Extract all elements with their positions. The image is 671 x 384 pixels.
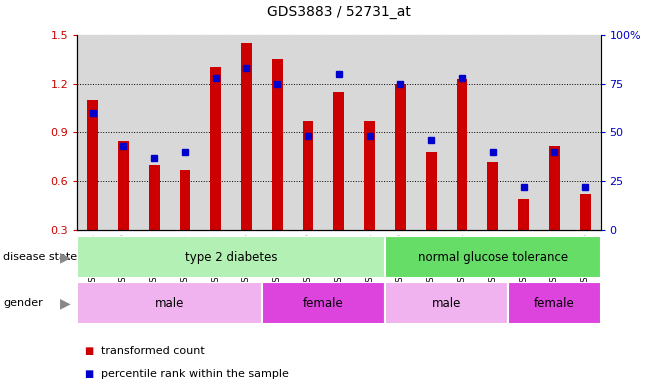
Bar xyxy=(118,141,129,230)
Bar xyxy=(272,59,282,230)
Bar xyxy=(303,121,313,230)
Text: GDS3883 / 52731_at: GDS3883 / 52731_at xyxy=(267,5,411,19)
Bar xyxy=(508,282,601,324)
Text: transformed count: transformed count xyxy=(101,346,205,356)
Bar xyxy=(364,121,375,230)
Bar xyxy=(262,35,293,230)
Text: ▶: ▶ xyxy=(60,250,70,264)
Text: gender: gender xyxy=(3,298,43,308)
Bar xyxy=(447,35,477,230)
Text: female: female xyxy=(303,297,344,310)
Bar xyxy=(139,35,170,230)
Text: female: female xyxy=(534,297,575,310)
Bar xyxy=(180,170,191,230)
Bar xyxy=(426,152,437,230)
Bar xyxy=(323,35,354,230)
Text: male: male xyxy=(432,297,461,310)
Bar xyxy=(210,67,221,230)
Text: type 2 diabetes: type 2 diabetes xyxy=(185,251,277,264)
Bar xyxy=(385,236,601,278)
Bar xyxy=(149,165,160,230)
Bar xyxy=(170,35,201,230)
Bar xyxy=(456,79,468,230)
Bar xyxy=(518,199,529,230)
Bar xyxy=(77,236,385,278)
Text: ■: ■ xyxy=(84,369,93,379)
Bar xyxy=(77,35,108,230)
Text: percentile rank within the sample: percentile rank within the sample xyxy=(101,369,289,379)
Bar xyxy=(385,35,416,230)
Bar xyxy=(241,43,252,230)
Bar xyxy=(508,35,539,230)
Bar xyxy=(487,162,498,230)
Bar xyxy=(231,35,262,230)
Bar xyxy=(354,35,385,230)
Text: normal glucose tolerance: normal glucose tolerance xyxy=(418,251,568,264)
Bar xyxy=(293,35,323,230)
Bar xyxy=(77,282,262,324)
Bar xyxy=(87,100,98,230)
Text: ▶: ▶ xyxy=(60,296,70,310)
Bar xyxy=(395,84,406,230)
Bar xyxy=(539,35,570,230)
Bar xyxy=(570,35,601,230)
Bar xyxy=(262,282,385,324)
Bar xyxy=(580,194,590,230)
Bar xyxy=(385,282,508,324)
Bar xyxy=(333,92,344,230)
Text: male: male xyxy=(155,297,185,310)
Bar xyxy=(549,146,560,230)
Bar xyxy=(477,35,508,230)
Bar xyxy=(108,35,139,230)
Text: disease state: disease state xyxy=(3,252,77,262)
Text: ■: ■ xyxy=(84,346,93,356)
Bar xyxy=(201,35,231,230)
Bar xyxy=(416,35,447,230)
